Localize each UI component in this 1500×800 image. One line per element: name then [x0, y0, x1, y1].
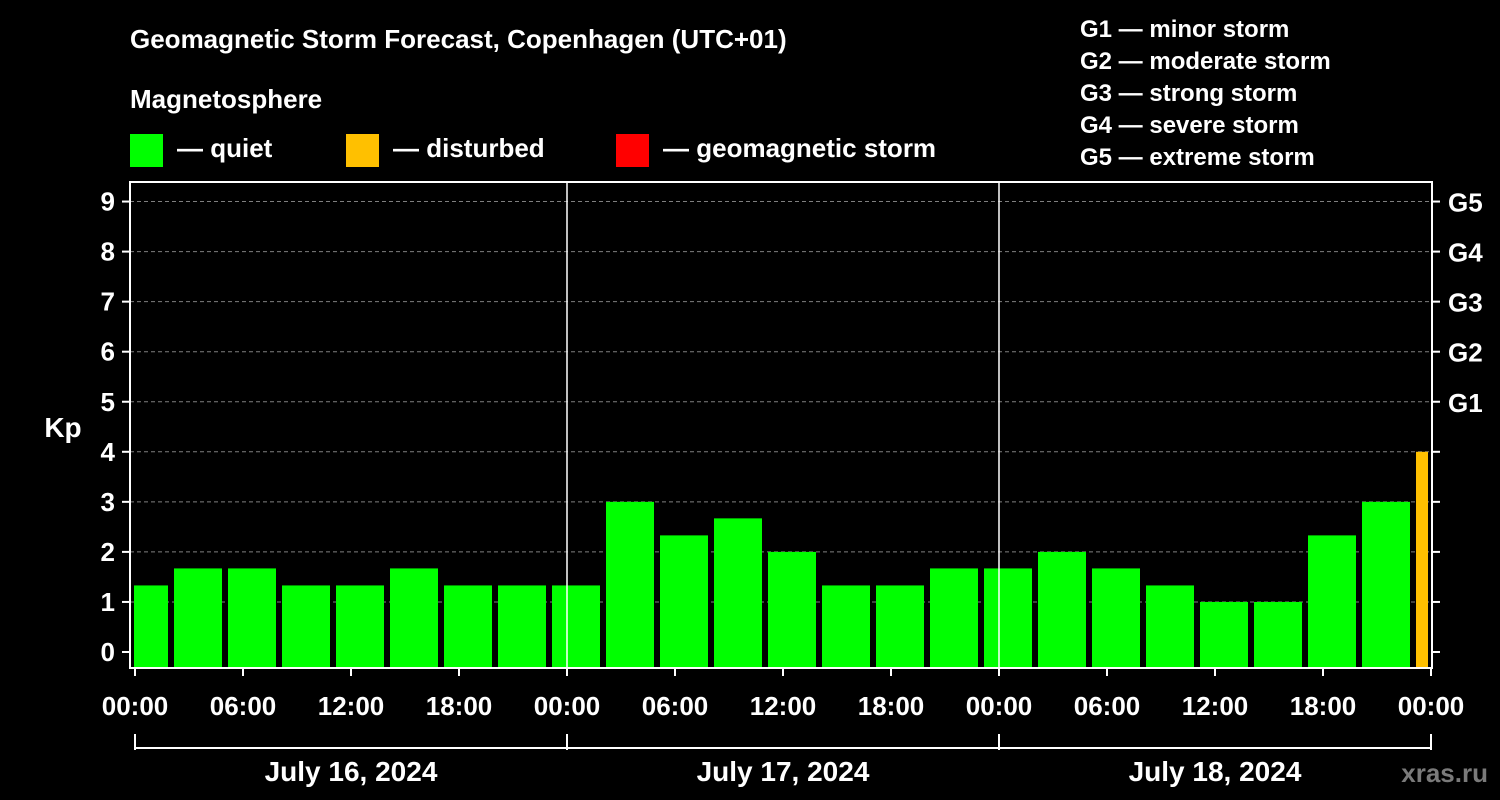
day-separators — [566, 182, 1000, 668]
y-tick-label: 2 — [101, 537, 115, 567]
kp-bar — [134, 585, 168, 667]
kp-bar — [444, 585, 492, 667]
x-tick-label: 00:00 — [102, 691, 169, 721]
chart-title: Geomagnetic Storm Forecast, Copenhagen (… — [130, 24, 787, 54]
legend-label-storm: — geomagnetic storm — [663, 133, 936, 163]
kp-bar — [390, 568, 438, 667]
y-tick-label: 6 — [101, 337, 115, 367]
x-tick-label: 12:00 — [318, 691, 385, 721]
legend-label-disturbed: — disturbed — [393, 133, 545, 163]
x-tick-label: 18:00 — [858, 691, 925, 721]
watermark: xras.ru — [1401, 758, 1488, 788]
x-tick-label: 06:00 — [210, 691, 277, 721]
kp-bar — [876, 585, 924, 667]
kp-bar — [768, 551, 816, 667]
kp-bar — [498, 585, 546, 667]
legend-swatch-storm — [616, 134, 649, 167]
kp-bar — [1038, 551, 1086, 667]
plot-frame — [129, 181, 1433, 669]
x-tick-label: 06:00 — [642, 691, 709, 721]
y-tick-label: 0 — [101, 637, 115, 667]
x-tick-label: 00:00 — [1398, 691, 1465, 721]
y-axis-label: Kp — [44, 412, 81, 443]
y-tick-label: 1 — [101, 587, 115, 617]
kp-bar — [282, 585, 330, 667]
y-tick-label: 4 — [101, 437, 116, 467]
kp-bar — [1092, 568, 1140, 667]
day-label: July 16, 2024 — [265, 756, 438, 787]
g-scale-label: G5 — [1448, 188, 1483, 218]
x-tick-label: 12:00 — [750, 691, 817, 721]
g-scale-label: G2 — [1448, 338, 1483, 368]
storm-scale-legend: G1 — minor storm G2 — moderate storm G3 … — [1080, 16, 1331, 171]
kp-bar — [552, 585, 600, 667]
x-tick-label: 18:00 — [1290, 691, 1357, 721]
kp-bar — [606, 501, 654, 667]
day-axis: July 16, 2024 July 17, 2024 July 18, 2024 — [134, 734, 1432, 787]
grid-lines — [130, 201, 1432, 603]
kp-bar — [1200, 601, 1248, 667]
x-tick-label: 06:00 — [1074, 691, 1141, 721]
chart-subtitle: Magnetosphere — [130, 84, 322, 114]
y-tick-label: 5 — [101, 387, 115, 417]
kp-bar — [1254, 601, 1302, 667]
day-label: July 18, 2024 — [1129, 756, 1302, 787]
kp-bar — [228, 568, 276, 667]
y-tick-label: 9 — [101, 187, 115, 217]
y-tick-label: 8 — [101, 237, 115, 267]
legend: — quiet — disturbed — geomagnetic storm — [130, 133, 936, 167]
storm-scale-g2: G2 — moderate storm — [1080, 48, 1331, 75]
kp-bar — [174, 568, 222, 667]
legend-swatch-disturbed — [346, 134, 379, 167]
storm-scale-g3: G3 — strong storm — [1080, 80, 1297, 107]
kp-bar — [660, 535, 708, 667]
g-scale-label: G3 — [1448, 288, 1483, 318]
x-tick-label: 18:00 — [426, 691, 493, 721]
kp-bar — [336, 585, 384, 667]
g-scale-label: G4 — [1448, 238, 1483, 268]
storm-scale-g5: G5 — extreme storm — [1080, 144, 1315, 171]
kp-bar — [1362, 501, 1410, 667]
y-axis-ticks: 0 1 2 3 4 5 6 7 8 9 — [101, 187, 130, 667]
legend-swatch-quiet — [130, 134, 163, 167]
x-tick-label: 12:00 — [1182, 691, 1249, 721]
y-tick-label: 3 — [101, 487, 115, 517]
storm-scale-g4: G4 — severe storm — [1080, 112, 1299, 139]
bars — [134, 451, 1428, 667]
kp-bar — [984, 568, 1032, 667]
x-tick-label: 00:00 — [966, 691, 1033, 721]
y-tick-label: 7 — [101, 287, 115, 317]
kp-bar — [714, 518, 762, 667]
kp-bar — [1416, 451, 1428, 667]
day-label: July 17, 2024 — [697, 756, 870, 787]
x-axis-ticks: 00:00 06:00 12:00 18:00 00:00 06:00 12:00 18:00… — [102, 668, 1465, 721]
x-tick-label: 00:00 — [534, 691, 601, 721]
storm-scale-g1: G1 — minor storm — [1080, 16, 1289, 43]
legend-label-quiet: — quiet — [177, 133, 273, 163]
g-scale-label: G1 — [1448, 388, 1483, 418]
kp-bar — [1146, 585, 1194, 667]
g-scale-axis: G1 G2 G3 G4 G5 — [1432, 188, 1483, 653]
kp-bar — [930, 568, 978, 667]
kp-bar — [822, 585, 870, 667]
kp-bar — [1308, 535, 1356, 667]
